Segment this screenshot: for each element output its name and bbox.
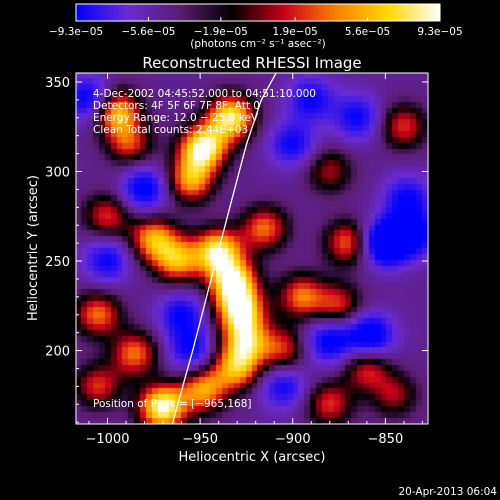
x-axis-label: Heliocentric X (arcsec) [179,450,326,465]
heatmap-image [76,73,428,424]
footer-timestamp: 20-Apr-2013 06:04 [398,486,497,498]
colorbar [76,4,440,21]
y-axis-label: Heliocentric Y (arcsec) [26,175,41,321]
annotation-detectors: Detectors: 4F 5F 6F 7F 8F, Att 0 [93,100,260,112]
colorbar-ticks: −9.3e−05 −5.6e−05 −1.9e−05 1.9e−05 5.6e−05 9.… [49,17,463,38]
annotation-energy-range: Energy Range: 12.0 − 25.0 keV [93,112,259,124]
y-tick-label: 250 [45,255,70,270]
colorbar-tick-label: −9.3e−05 [49,26,103,38]
colorbar-tick-label: 5.6e−05 [345,26,390,38]
colorbar-tick-label: −1.9e−05 [194,26,248,38]
annotation-clean-counts: Clean Total counts: 2.44E+03 [93,124,248,136]
x-tick-label: −850 [368,432,404,447]
colorbar-tick-label: 9.3e−05 [417,26,462,38]
colorbar-frame [75,3,441,22]
colorbar-tick-label: −5.6e−05 [121,26,175,38]
x-tick-label: −1000 [86,432,130,447]
y-tick-label: 200 [45,345,70,360]
peak-position-label: Position of Peak = [−965,168] [93,398,252,410]
y-tick-label: 350 [45,76,70,91]
chart-title: Reconstructed RHESSI Image [142,54,361,72]
colorbar-units-label: (photons cm⁻² s⁻¹ asec⁻²) [190,38,325,50]
solar-limb-curve [171,73,277,424]
y-tick-label: 300 [45,165,70,180]
x-axis: −1000 −950 −900 −850 [86,73,423,447]
annotation-time-range: 4-Dec-2002 04:45:52.000 to 04:51:10.000 [93,88,316,100]
heatmap-image-holder [76,73,428,424]
x-tick-label: −950 [182,432,218,447]
x-tick-label: −900 [275,432,311,447]
y-axis: 200 250 300 350 [45,76,428,423]
plot-frame [75,72,429,425]
colorbar-tick-label: 1.9e−05 [273,26,318,38]
